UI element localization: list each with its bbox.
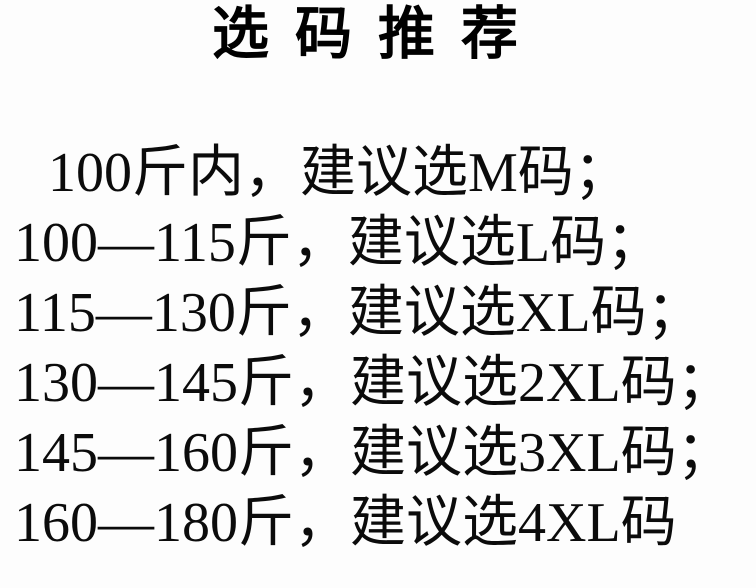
size-recommendation-line: 100斤内，建议选M码；: [48, 142, 630, 204]
size-recommendation-line: 100—115斤，建议选L码；: [14, 212, 663, 274]
size-recommendation-list: 100斤内，建议选M码； 100—115斤，建议选L码； 115—130斤，建议…: [0, 138, 756, 558]
size-recommendation-line: 130—145斤，建议选2XL码；: [14, 352, 733, 414]
size-recommendation-line: 115—130斤，建议选XL码；: [14, 282, 703, 344]
size-recommendation-line: 145—160斤，建议选3XL码；: [14, 422, 733, 484]
page-title: 选码推荐: [212, 2, 544, 66]
size-recommendation-line: 160—180斤，建议选4XL码: [14, 492, 677, 554]
